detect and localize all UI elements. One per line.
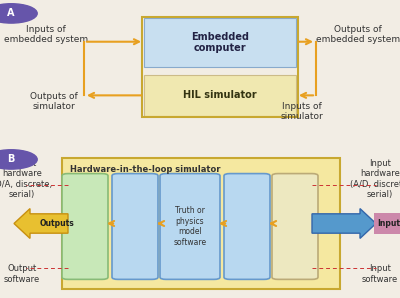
Text: Truth or
physics
model
software: Truth or physics model software: [174, 207, 206, 246]
Text: Inputs: Inputs: [378, 219, 400, 228]
Circle shape: [0, 150, 37, 169]
Text: Hardware-in-the-loop simulator: Hardware-in-the-loop simulator: [70, 164, 220, 174]
Text: Input
hardware
(A/D, discrete,
serial): Input hardware (A/D, discrete, serial): [350, 159, 400, 199]
FancyBboxPatch shape: [272, 173, 318, 280]
FancyBboxPatch shape: [224, 173, 270, 280]
Text: Outputs of
simulator: Outputs of simulator: [30, 91, 78, 111]
FancyBboxPatch shape: [144, 18, 296, 67]
FancyBboxPatch shape: [160, 173, 220, 280]
Text: Output
software: Output software: [4, 264, 40, 284]
Text: Input
software: Input software: [362, 264, 398, 284]
FancyArrow shape: [14, 209, 68, 238]
Text: Inputs of
embedded system: Inputs of embedded system: [4, 24, 88, 44]
FancyBboxPatch shape: [62, 158, 340, 289]
FancyArrow shape: [312, 209, 376, 238]
Text: Inputs of
simulator: Inputs of simulator: [281, 102, 323, 122]
Text: HIL simulator: HIL simulator: [183, 90, 257, 100]
Text: Output
hardware
(D/A, discrete,
serial): Output hardware (D/A, discrete, serial): [0, 159, 52, 199]
FancyBboxPatch shape: [112, 173, 158, 280]
Text: Outputs of
embedded system: Outputs of embedded system: [316, 24, 400, 44]
FancyBboxPatch shape: [144, 74, 296, 116]
Text: Outputs: Outputs: [40, 219, 74, 228]
Text: Embedded
computer: Embedded computer: [191, 32, 249, 53]
FancyBboxPatch shape: [62, 173, 108, 280]
Circle shape: [0, 4, 37, 23]
FancyBboxPatch shape: [374, 213, 400, 234]
Text: B: B: [8, 154, 15, 164]
Text: A: A: [8, 8, 15, 18]
